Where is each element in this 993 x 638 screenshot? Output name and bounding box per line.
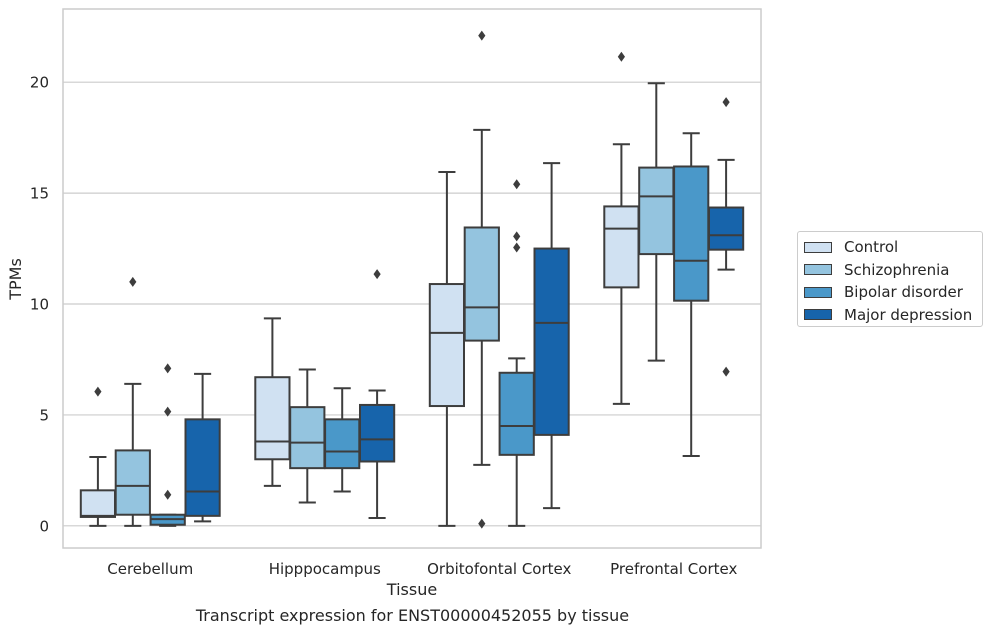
x-tick-label: Prefrontal Cortex — [610, 560, 737, 578]
series-control — [79, 51, 640, 527]
legend-swatch — [804, 309, 832, 321]
box-body — [463, 226, 500, 342]
outlier-point — [617, 51, 625, 62]
box — [289, 368, 326, 504]
box — [428, 171, 466, 527]
box — [184, 372, 221, 523]
y-tick-label: 0 — [39, 517, 49, 535]
y-tick-label: 15 — [30, 185, 49, 203]
series-major-depression — [184, 97, 745, 523]
outlier-point — [722, 97, 730, 108]
box — [533, 162, 570, 510]
series-schizophrenia — [114, 30, 675, 529]
box — [149, 363, 186, 527]
legend-item: Schizophrenia — [804, 259, 976, 282]
outlier-point — [478, 518, 486, 529]
box-body — [114, 449, 151, 516]
y-tick-label: 10 — [30, 296, 49, 314]
y-tick-labels: 0 5 10 15 20 — [30, 74, 49, 536]
y-tick-label: 20 — [30, 74, 49, 92]
grid-lines — [63, 81, 761, 527]
box-body — [324, 418, 361, 470]
box — [463, 30, 500, 529]
box — [603, 51, 640, 405]
plot-area — [62, 8, 762, 549]
outlier-point — [164, 363, 172, 374]
box — [358, 269, 396, 520]
x-tick-label: Cerebellum — [107, 560, 193, 578]
box — [707, 97, 745, 377]
legend-swatch — [804, 286, 832, 298]
box-series — [79, 30, 745, 529]
box-body — [289, 406, 326, 470]
chart-caption: Transcript expression for ENST0000045205… — [195, 606, 630, 625]
y-tick-label: 5 — [39, 406, 49, 424]
legend-label: Major depression — [844, 305, 973, 324]
outlier-point — [513, 179, 521, 190]
box — [114, 276, 151, 527]
outlier-point — [164, 406, 172, 417]
outlier-point — [129, 276, 137, 287]
box — [498, 179, 535, 527]
outlier-point — [373, 269, 381, 280]
legend-item: Bipolar disorder — [804, 281, 976, 304]
box-body — [254, 376, 291, 461]
outlier-point — [94, 386, 102, 397]
x-tick-labels: Cerebellum Hipppocampus Orbitofontal Corte… — [107, 560, 737, 578]
legend-label: Control — [844, 238, 899, 257]
x-tick-label: Hipppocampus — [269, 560, 381, 578]
legend-item: Control — [804, 236, 976, 259]
outlier-point — [478, 30, 486, 41]
outlier-point — [722, 366, 730, 377]
legend-swatch — [804, 264, 832, 276]
outlier-point — [513, 242, 521, 253]
box-body — [428, 283, 466, 408]
y-axis-label: TPMs — [6, 258, 25, 301]
box-body — [638, 166, 675, 256]
legend-label: Schizophrenia — [844, 260, 950, 279]
box-body — [79, 489, 117, 518]
box — [79, 386, 117, 527]
outlier-point — [164, 489, 172, 500]
box-body — [498, 371, 535, 456]
box-body — [358, 403, 396, 463]
box-body — [707, 206, 745, 251]
legend-item: Major depression — [804, 304, 976, 327]
box-body — [533, 247, 570, 436]
box — [324, 387, 361, 493]
box-body — [673, 165, 710, 302]
legend-swatch — [804, 241, 832, 253]
box-body — [184, 418, 221, 517]
outlier-point — [513, 231, 521, 242]
x-axis-label: Tissue — [386, 580, 437, 599]
box — [254, 317, 291, 487]
x-tick-label: Orbitofontal Cortex — [427, 560, 571, 578]
legend-label: Bipolar disorder — [844, 283, 963, 302]
legend: Control Schizophrenia Bipolar disorder Majo… — [797, 231, 983, 327]
box-body — [603, 205, 640, 289]
